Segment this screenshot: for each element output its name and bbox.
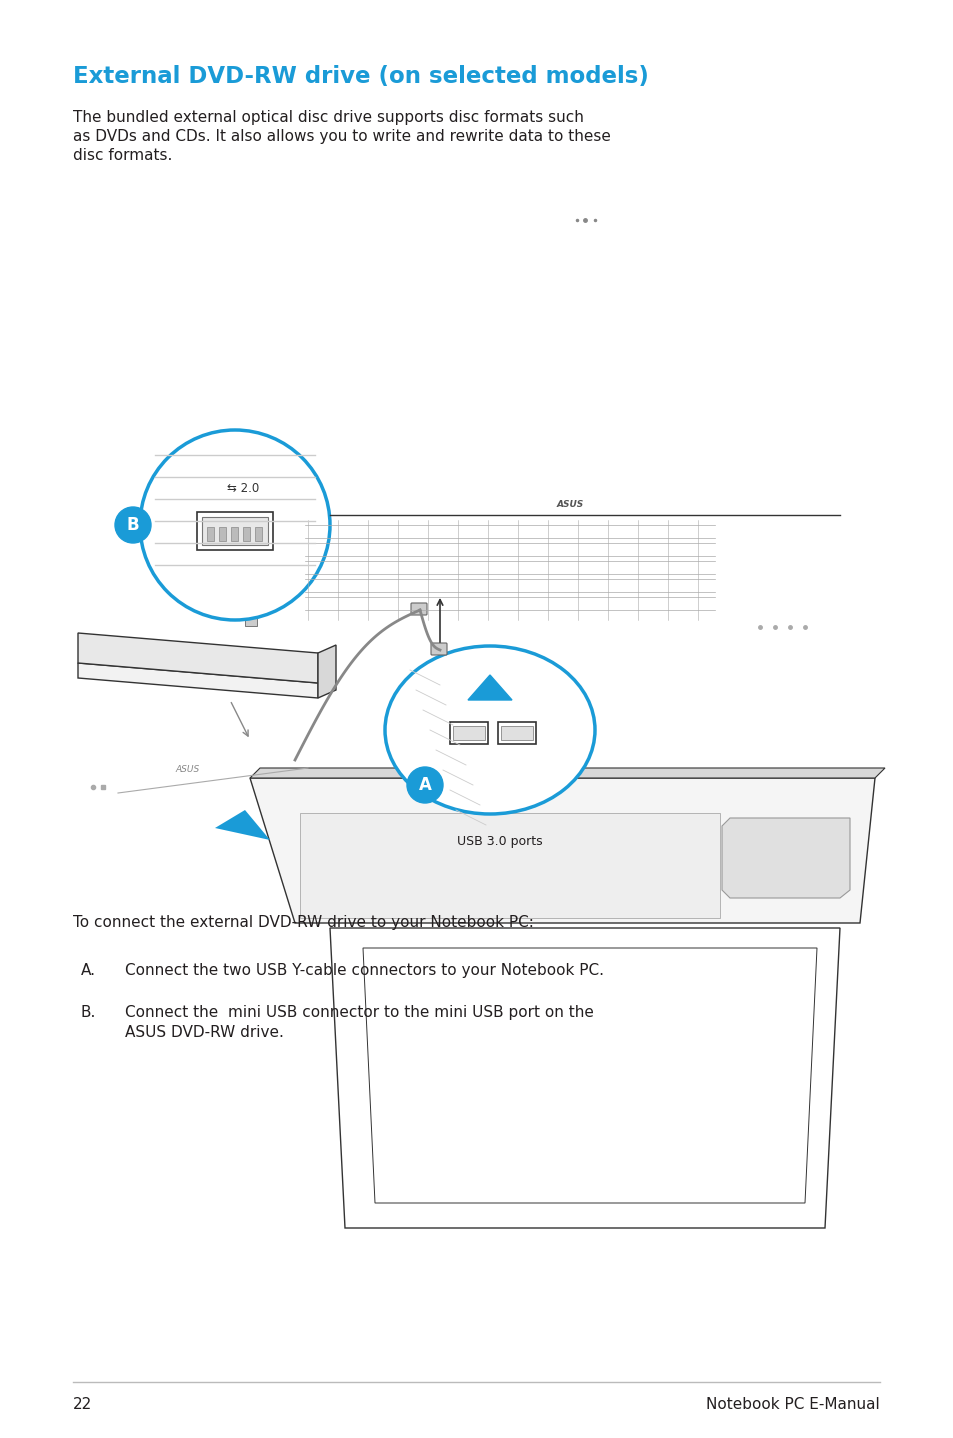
Text: ⇆ 2.0: ⇆ 2.0 bbox=[227, 482, 259, 495]
FancyBboxPatch shape bbox=[207, 526, 213, 541]
Text: disc formats.: disc formats. bbox=[73, 148, 172, 162]
Text: To connect the external DVD-RW drive to your Notebook PC:: To connect the external DVD-RW drive to … bbox=[73, 915, 534, 930]
Ellipse shape bbox=[385, 646, 595, 814]
Polygon shape bbox=[78, 633, 317, 683]
Text: Connect the two USB Y-cable connectors to your Notebook PC.: Connect the two USB Y-cable connectors t… bbox=[125, 963, 603, 978]
Polygon shape bbox=[78, 663, 317, 697]
Text: ASUS DVD-RW drive.: ASUS DVD-RW drive. bbox=[125, 1025, 284, 1040]
Polygon shape bbox=[468, 674, 512, 700]
FancyBboxPatch shape bbox=[450, 722, 488, 743]
Text: B: B bbox=[127, 516, 139, 533]
FancyBboxPatch shape bbox=[202, 518, 268, 545]
Text: ASUS: ASUS bbox=[556, 500, 583, 509]
Text: The bundled external optical disc drive supports disc formats such: The bundled external optical disc drive … bbox=[73, 109, 583, 125]
Polygon shape bbox=[330, 928, 840, 1228]
FancyBboxPatch shape bbox=[453, 726, 484, 741]
FancyBboxPatch shape bbox=[497, 722, 536, 743]
Polygon shape bbox=[317, 646, 335, 697]
Text: Notebook PC E-Manual: Notebook PC E-Manual bbox=[705, 1396, 879, 1412]
FancyBboxPatch shape bbox=[500, 726, 533, 741]
Circle shape bbox=[115, 508, 151, 544]
FancyBboxPatch shape bbox=[196, 512, 273, 549]
Text: B.: B. bbox=[81, 1005, 96, 1020]
FancyBboxPatch shape bbox=[245, 582, 256, 590]
FancyBboxPatch shape bbox=[411, 603, 427, 615]
Polygon shape bbox=[214, 810, 270, 840]
Text: ASUS: ASUS bbox=[175, 765, 200, 774]
Text: as DVDs and CDs. It also allows you to write and rewrite data to these: as DVDs and CDs. It also allows you to w… bbox=[73, 129, 610, 144]
Text: A.: A. bbox=[81, 963, 96, 978]
Polygon shape bbox=[721, 818, 849, 897]
Polygon shape bbox=[250, 768, 884, 778]
Polygon shape bbox=[363, 948, 816, 1204]
FancyBboxPatch shape bbox=[231, 526, 237, 541]
Text: External DVD-RW drive (on selected models): External DVD-RW drive (on selected model… bbox=[73, 65, 648, 88]
Circle shape bbox=[407, 766, 442, 802]
Text: Connect the  mini USB connector to the mini USB port on the: Connect the mini USB connector to the mi… bbox=[125, 1005, 594, 1020]
Ellipse shape bbox=[140, 430, 330, 620]
FancyBboxPatch shape bbox=[245, 600, 256, 608]
Text: A: A bbox=[418, 777, 431, 794]
FancyBboxPatch shape bbox=[245, 618, 256, 626]
FancyBboxPatch shape bbox=[431, 643, 447, 654]
FancyBboxPatch shape bbox=[219, 526, 226, 541]
Text: 22: 22 bbox=[73, 1396, 92, 1412]
FancyBboxPatch shape bbox=[254, 526, 262, 541]
Polygon shape bbox=[299, 812, 720, 917]
Text: USB 3.0 ports: USB 3.0 ports bbox=[456, 835, 542, 848]
FancyBboxPatch shape bbox=[243, 526, 250, 541]
Polygon shape bbox=[250, 778, 874, 923]
